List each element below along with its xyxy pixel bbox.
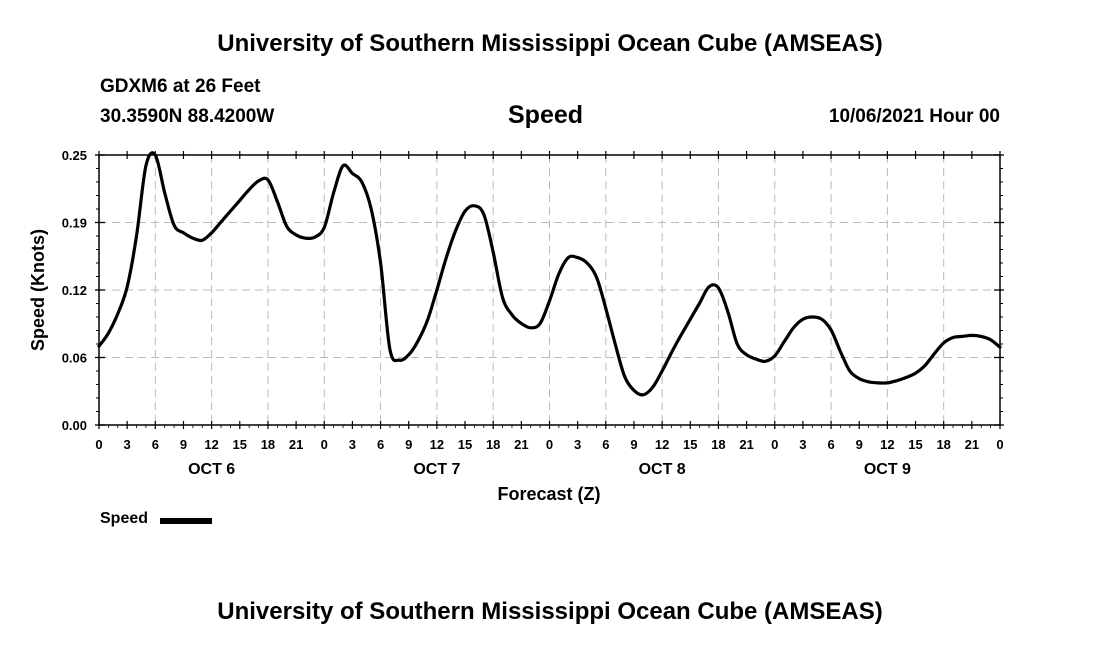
x-tick-label: 9 <box>405 437 412 452</box>
variable-title: Speed <box>508 101 584 129</box>
chart-title-bottom: University of Southern Mississippi Ocean… <box>217 598 883 625</box>
datetime-label: 10/06/2021 Hour 00 <box>828 106 1000 127</box>
x-tick-label: 6 <box>602 437 609 452</box>
x-tick-label: 3 <box>574 437 581 452</box>
day-label: OCT 7 <box>413 461 460 478</box>
x-tick-label: 18 <box>486 437 500 452</box>
y-tick-label: 0.06 <box>62 351 87 366</box>
x-tick-label: 15 <box>683 437 697 452</box>
x-tick-label: 21 <box>289 437 303 452</box>
x-tick-label: 6 <box>827 437 834 452</box>
x-tick-label: 12 <box>430 437 444 452</box>
day-label: OCT 9 <box>864 461 911 478</box>
x-tick-label: 0 <box>95 437 102 452</box>
x-tick-label: 15 <box>233 437 247 452</box>
x-tick-label: 18 <box>936 437 950 452</box>
x-tick-label: 15 <box>908 437 922 452</box>
x-tick-label: 9 <box>856 437 863 452</box>
x-tick-label: 18 <box>261 437 275 452</box>
axis-ticks: 0.00 0.06 0.12 0.19 0.25 0 3 6 9 12 15 18 21 0 3 6 9 12 15… <box>62 148 1004 478</box>
y-tick-label: 0.00 <box>62 418 87 433</box>
y-tick-label: 0.25 <box>62 148 87 163</box>
legend-label: Speed <box>100 510 149 527</box>
x-tick-label: 21 <box>965 437 979 452</box>
chart-title-top: University of Southern Mississippi Ocean… <box>217 30 883 57</box>
x-tick-label: 0 <box>996 437 1003 452</box>
x-axis-label: Forecast (Z) <box>497 484 600 504</box>
x-tick-label: 12 <box>655 437 669 452</box>
x-tick-label: 15 <box>458 437 472 452</box>
x-tick-label: 3 <box>124 437 131 452</box>
coordinates-label: 30.3590N 88.4200W <box>100 106 275 127</box>
legend-swatch <box>160 518 212 524</box>
y-axis-label: Speed (Knots) <box>28 229 48 351</box>
station-label: GDXM6 at 26 Feet <box>100 76 261 97</box>
x-tick-label: 21 <box>739 437 753 452</box>
x-tick-label: 9 <box>630 437 637 452</box>
y-tick-label: 0.12 <box>62 283 87 298</box>
y-tick-label: 0.19 <box>62 216 87 231</box>
series-line-speed <box>97 151 1002 397</box>
series-layer <box>97 151 1002 397</box>
x-tick-label: 12 <box>204 437 218 452</box>
grid <box>99 155 1000 425</box>
x-tick-label: 6 <box>152 437 159 452</box>
x-tick-label: 12 <box>880 437 894 452</box>
x-tick-label: 21 <box>514 437 528 452</box>
x-tick-label: 0 <box>771 437 778 452</box>
x-tick-label: 18 <box>711 437 725 452</box>
x-tick-label: 0 <box>321 437 328 452</box>
x-tick-label: 6 <box>377 437 384 452</box>
day-label: OCT 6 <box>188 461 235 478</box>
x-tick-label: 9 <box>180 437 187 452</box>
x-tick-label: 3 <box>349 437 356 452</box>
x-tick-label: 3 <box>799 437 806 452</box>
x-tick-label: 0 <box>546 437 553 452</box>
day-label: OCT 8 <box>639 461 686 478</box>
